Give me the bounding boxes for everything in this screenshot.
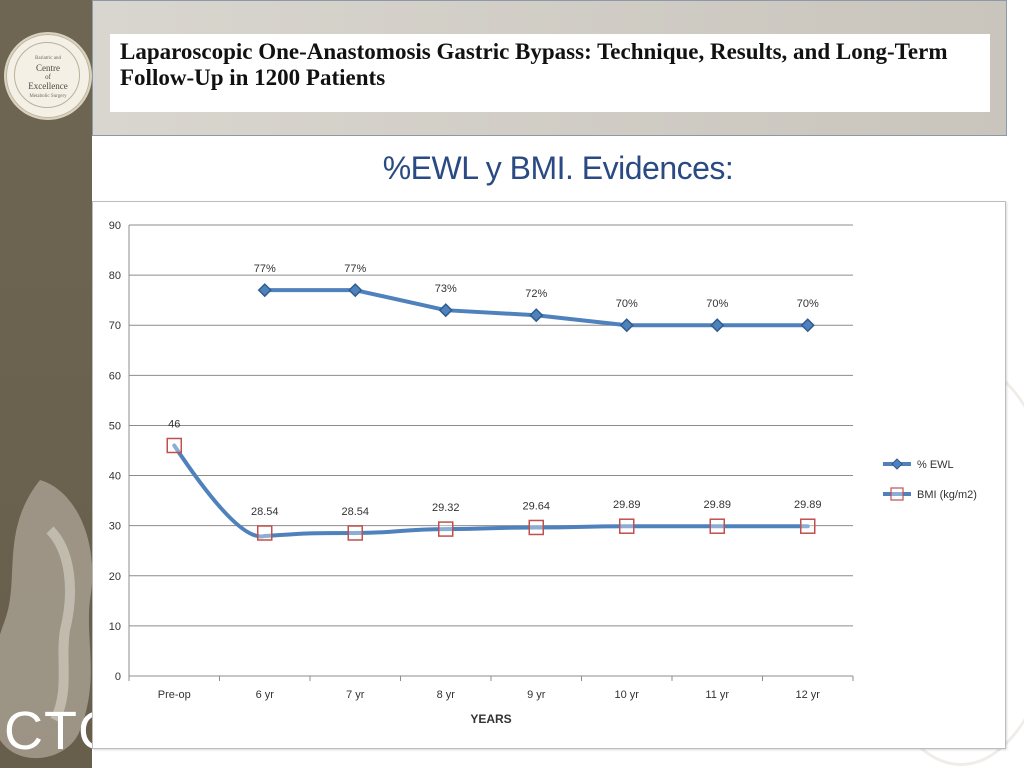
- legend-label-bmi: BMI (kg/m2): [917, 489, 977, 501]
- data-label: 73%: [435, 283, 457, 295]
- y-tick-label: 60: [109, 370, 121, 382]
- data-point-ewl: [619, 318, 634, 333]
- chart-frame: 0 10 20 30 40 50 60 70 80 90 Pre-op 6 yr 7 yr 8 yr 9 y…: [92, 201, 1006, 749]
- data-point-bmi: [709, 518, 725, 534]
- x-tick-label: 12 yr: [796, 689, 821, 701]
- x-axis-title: YEARS: [470, 712, 511, 726]
- y-tick-label: 0: [115, 671, 121, 683]
- data-point-ewl: [710, 318, 725, 333]
- y-tick-label: 50: [109, 420, 121, 432]
- x-tick-label: Pre-op: [158, 689, 191, 701]
- data-point-ewl: [800, 318, 815, 333]
- data-label: 46: [168, 418, 180, 430]
- data-point-bmi: [619, 518, 635, 534]
- data-label: 29.64: [522, 500, 550, 512]
- data-point-bmi: [347, 525, 363, 541]
- y-tick-label: 90: [109, 220, 121, 232]
- seal-line-1: Bariatric and: [35, 56, 61, 61]
- data-label: 77%: [254, 263, 276, 275]
- series-line-bmi: [172, 443, 810, 539]
- seal-inner-ring: [14, 42, 80, 108]
- data-point-bmi: [257, 525, 273, 541]
- data-label: 70%: [797, 298, 819, 310]
- data-label: 70%: [706, 298, 728, 310]
- slide-title: %EWL y BMI. Evidences:: [382, 150, 734, 186]
- data-label: 72%: [525, 288, 547, 300]
- data-point-ewl: [257, 283, 272, 298]
- data-point-ewl: [438, 303, 453, 318]
- legend-marker-ewl: [891, 458, 903, 470]
- x-tick-label: 8 yr: [437, 689, 456, 701]
- x-tick-label: 10 yr: [615, 689, 640, 701]
- data-label: 28.54: [341, 506, 369, 518]
- y-tick-label: 80: [109, 270, 121, 282]
- legend-label-ewl: % EWL: [917, 459, 954, 471]
- y-tick-label: 10: [109, 621, 121, 633]
- seal-line-4: Excellence: [28, 81, 68, 91]
- ctc-brand-mark: CTC: [4, 701, 92, 761]
- x-tick-label: 6 yr: [256, 689, 275, 701]
- y-tick-label: 30: [109, 521, 121, 533]
- x-tick-label: 11 yr: [705, 689, 729, 701]
- data-point-bmi: [528, 519, 544, 536]
- x-tick-label: 9 yr: [527, 689, 546, 701]
- data-point-ewl: [348, 283, 363, 298]
- data-label: 29.89: [703, 499, 731, 511]
- ewl-bmi-line-chart: 0 10 20 30 40 50 60 70 80 90 Pre-op 6 yr 7 yr 8 yr 9 y…: [109, 220, 977, 726]
- y-tick-label: 20: [109, 571, 121, 583]
- seal-line-2: Centre: [36, 63, 60, 73]
- data-label: 29.89: [794, 499, 822, 511]
- data-point-ewl: [529, 308, 544, 323]
- data-label: 29.32: [432, 502, 460, 514]
- legend-marker-bmi: [890, 487, 904, 501]
- data-label: 29.89: [613, 499, 641, 511]
- data-label: 28.54: [251, 506, 279, 518]
- data-label: 70%: [616, 298, 638, 310]
- left-sidebar: Bariatric and Centre of Excellence Metab…: [0, 0, 92, 768]
- y-tick-label: 40: [109, 471, 121, 483]
- centre-of-excellence-seal: Bariatric and Centre of Excellence Metab…: [4, 32, 92, 120]
- seal-line-5: Metabolic Surgery: [29, 94, 67, 99]
- data-label: 77%: [344, 263, 366, 275]
- data-point-bmi: [800, 518, 816, 534]
- statue-background-image: [0, 480, 92, 758]
- seal-line-3: of: [45, 73, 51, 81]
- paper-title: Laparoscopic One-Anastomosis Gastric Byp…: [120, 39, 948, 90]
- data-point-bmi: [166, 437, 182, 454]
- paper-title-card: Laparoscopic One-Anastomosis Gastric Byp…: [110, 34, 990, 112]
- data-point-bmi: [438, 521, 454, 537]
- x-tick-label: 7 yr: [346, 689, 365, 701]
- y-tick-label: 70: [109, 320, 121, 332]
